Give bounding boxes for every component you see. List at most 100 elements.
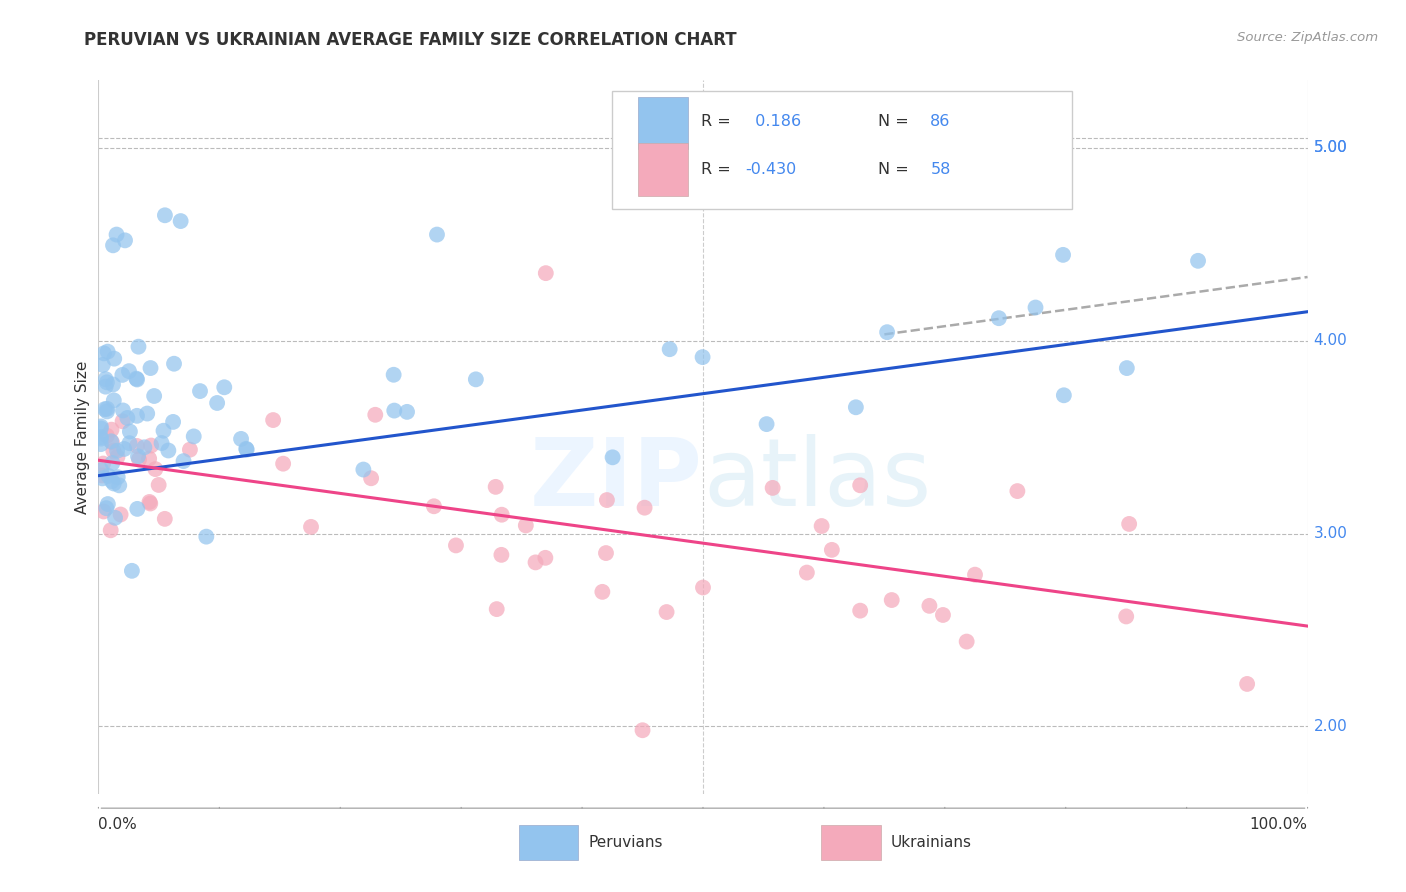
- Point: [1236, 677, 1258, 691]
- Point: [153, 512, 176, 526]
- Point: [118, 425, 141, 439]
- Point: [152, 424, 174, 438]
- Point: [107, 470, 129, 484]
- Point: [96, 376, 118, 390]
- Point: [90, 432, 112, 446]
- Point: [235, 442, 257, 456]
- Point: [299, 520, 322, 534]
- Point: [128, 452, 150, 467]
- Point: [107, 450, 129, 464]
- Point: [139, 438, 162, 452]
- Text: 58: 58: [931, 162, 950, 177]
- Point: [271, 457, 294, 471]
- Point: [205, 396, 228, 410]
- Text: 86: 86: [931, 114, 950, 129]
- Text: 0.0%: 0.0%: [98, 817, 138, 832]
- Point: [121, 564, 143, 578]
- Point: [90, 430, 112, 444]
- Point: [382, 403, 405, 417]
- Point: [364, 408, 387, 422]
- Point: [96, 404, 118, 418]
- Point: [491, 508, 513, 522]
- Point: [1115, 609, 1137, 624]
- Point: [934, 150, 956, 164]
- Point: [602, 450, 624, 465]
- Point: [112, 442, 135, 456]
- Point: [796, 566, 818, 580]
- Point: [163, 357, 186, 371]
- Point: [103, 443, 125, 458]
- Point: [1053, 388, 1076, 402]
- Text: ZIP: ZIP: [530, 434, 703, 525]
- Text: 5.00: 5.00: [1313, 140, 1347, 155]
- Text: 4.00: 4.00: [1313, 333, 1347, 348]
- Point: [101, 456, 124, 470]
- Point: [153, 208, 176, 222]
- Text: Source: ZipAtlas.com: Source: ZipAtlas.com: [1237, 31, 1378, 45]
- Point: [90, 463, 112, 477]
- Point: [150, 436, 173, 450]
- Point: [101, 435, 124, 450]
- Point: [118, 436, 141, 450]
- Point: [118, 364, 141, 378]
- Point: [96, 428, 118, 442]
- FancyBboxPatch shape: [519, 824, 578, 860]
- Point: [104, 511, 127, 525]
- Point: [262, 413, 284, 427]
- Point: [138, 495, 160, 509]
- Point: [101, 474, 124, 488]
- Point: [96, 401, 118, 416]
- Point: [100, 423, 122, 437]
- Point: [235, 442, 257, 457]
- Point: [1024, 301, 1046, 315]
- Text: R =: R =: [700, 162, 735, 177]
- Point: [136, 407, 159, 421]
- FancyBboxPatch shape: [821, 824, 880, 860]
- Point: [849, 604, 872, 618]
- Point: [105, 443, 128, 458]
- Point: [821, 542, 844, 557]
- Point: [464, 372, 486, 386]
- Point: [1118, 516, 1140, 531]
- Point: [352, 462, 374, 476]
- Point: [125, 409, 148, 423]
- Point: [110, 508, 132, 522]
- Point: [90, 421, 112, 435]
- Point: [111, 403, 134, 417]
- Point: [127, 340, 149, 354]
- Point: [97, 497, 120, 511]
- Point: [880, 593, 903, 607]
- Point: [105, 227, 128, 242]
- Point: [1007, 484, 1029, 499]
- Point: [94, 379, 117, 393]
- Point: [229, 432, 252, 446]
- Text: Ukrainians: Ukrainians: [890, 835, 972, 850]
- Point: [596, 493, 619, 508]
- Point: [93, 346, 115, 360]
- Point: [103, 393, 125, 408]
- Point: [810, 519, 832, 533]
- Point: [849, 478, 872, 492]
- Point: [162, 415, 184, 429]
- Point: [382, 368, 405, 382]
- Point: [91, 358, 114, 372]
- Text: 3.00: 3.00: [1313, 526, 1347, 541]
- Text: R =: R =: [700, 114, 735, 129]
- Point: [762, 481, 785, 495]
- Point: [111, 414, 134, 428]
- Point: [97, 344, 120, 359]
- Text: 5.00: 5.00: [1313, 140, 1347, 155]
- Point: [91, 468, 114, 483]
- Point: [125, 439, 148, 453]
- Point: [214, 380, 236, 394]
- Point: [90, 419, 112, 434]
- Point: [93, 504, 115, 518]
- Point: [100, 434, 122, 449]
- Point: [179, 442, 201, 457]
- Point: [534, 550, 557, 565]
- Point: [117, 411, 139, 425]
- Point: [633, 500, 655, 515]
- Point: [101, 238, 124, 252]
- Y-axis label: Average Family Size: Average Family Size: [75, 360, 90, 514]
- Text: -0.430: -0.430: [745, 162, 797, 177]
